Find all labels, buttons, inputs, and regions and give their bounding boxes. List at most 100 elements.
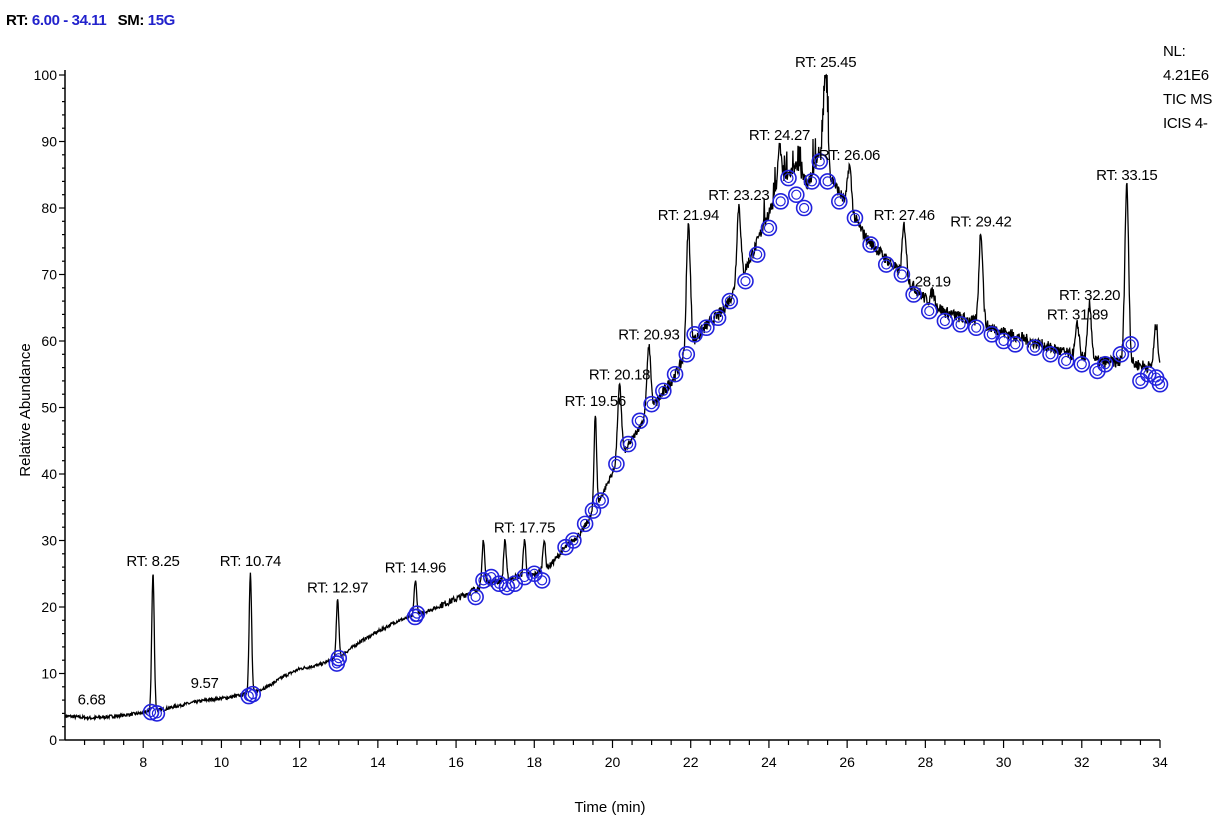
peak-marker-inner (1010, 339, 1021, 350)
peak-marker-inner (908, 289, 919, 300)
peak-marker-inner (537, 575, 548, 586)
peak-marker-inner (712, 312, 724, 323)
y-axis-title: Relative Abundance (17, 343, 34, 476)
peak-marker-inner (331, 658, 342, 669)
peak-marker-inner (1045, 349, 1056, 360)
peak-marker-inner (1029, 342, 1040, 353)
peak-marker (967, 319, 985, 337)
peak-marker (1007, 336, 1024, 353)
peak-marker-inner (896, 269, 907, 280)
peak-marker (498, 578, 516, 596)
peak-marker (1042, 345, 1059, 363)
peak-marker (142, 703, 160, 721)
x-tick-label: 8 (139, 754, 147, 770)
peak-marker (788, 186, 805, 203)
peak-marker-inner (1154, 379, 1166, 390)
range-header: RT: 6.00 - 34.11 SM: 15G (6, 12, 175, 29)
rt-range: 6.00 - 34.11 (31, 12, 107, 29)
peak-marker-inner (763, 222, 775, 234)
peak-label: RT: 27.46 (874, 207, 935, 224)
peak-marker-inner (724, 296, 735, 307)
x-tick-label: 12 (292, 754, 308, 770)
peak-marker (592, 492, 610, 509)
peak-marker (893, 266, 911, 283)
nl-label: NL: (1163, 43, 1186, 60)
y-tick-label: 20 (41, 599, 57, 615)
peak-label: RT: 10.74 (220, 553, 281, 570)
peak-label: RT: 29.42 (950, 214, 1011, 231)
x-tick-label: 26 (839, 754, 855, 770)
peak-marker (780, 169, 797, 187)
peak-marker (905, 286, 922, 303)
peak-marker (1112, 345, 1130, 363)
peak-markers (142, 153, 1169, 722)
peak-marker (516, 568, 533, 586)
y-tick-label: 60 (41, 333, 57, 349)
y-tick-label: 100 (34, 67, 58, 83)
axes: 8 10 12 14 16 18 20 22 24 26 28 30 32 34 0 10 20 30 40 50 60… (34, 67, 1168, 770)
peak-label: RT: 33.15 (1096, 167, 1157, 184)
peak-marker-inner (509, 578, 520, 589)
y-tick-label: 70 (41, 267, 57, 283)
y-tick-label: 30 (41, 533, 57, 549)
sm-value: 15G (147, 12, 176, 29)
peak-marker (475, 572, 492, 589)
peak-marker-inner (689, 329, 700, 340)
peak-marker (772, 193, 789, 210)
peak-marker (619, 435, 637, 453)
peak-marker (877, 256, 895, 273)
peak-marker-inner (822, 176, 833, 187)
peak-label: RT: 17.75 (494, 520, 555, 537)
y-tick-label: 0 (49, 732, 57, 748)
peak-marker-inner (783, 172, 794, 184)
peak-marker (148, 705, 166, 722)
x-tick-label: 18 (526, 754, 542, 770)
x-tick-label: 32 (1074, 754, 1090, 770)
peak-marker (1151, 375, 1169, 393)
peak-marker (936, 312, 954, 330)
peak-marker-inner (1115, 349, 1126, 360)
peak-label: RT: 32.20 (1059, 287, 1120, 304)
x-tick-label: 16 (448, 754, 464, 770)
x-tick-label: 28 (918, 754, 934, 770)
peak-label: 9.57 (191, 675, 219, 692)
peak-marker (748, 246, 766, 263)
peak-marker-inner (986, 329, 997, 340)
peak-label: RT: 21.94 (658, 207, 719, 224)
peak-marker (1057, 352, 1075, 370)
peak-marker-inner (1100, 359, 1111, 370)
sm-key: SM: (117, 12, 145, 29)
peak-marker-inner (568, 535, 579, 546)
peak-label: RT: 12.97 (307, 579, 368, 596)
peak-marker-inner (924, 305, 935, 317)
peak-marker-inner (955, 319, 966, 330)
peak-label: RT: 24.27 (749, 127, 810, 144)
peak-marker-inner (646, 399, 657, 410)
peak-marker-inner (740, 276, 751, 287)
peak-marker (995, 332, 1012, 350)
peak-marker-inner (681, 349, 692, 360)
x-tick-label: 20 (605, 754, 621, 770)
x-axis-title: Time (min) (574, 799, 645, 816)
detector-info: ICIS 4- (1163, 115, 1208, 132)
peak-marker-inner (806, 176, 818, 187)
peak-marker-inner (775, 196, 786, 207)
peak-marker-inner (865, 239, 876, 250)
peak-marker-inner (814, 156, 825, 167)
peak-marker-inner (701, 322, 712, 333)
tic-trace-line (64, 73, 1161, 722)
peak-marker (862, 236, 879, 253)
peak-marker-inner (1061, 355, 1072, 367)
peak-marker (1122, 336, 1139, 353)
peak-marker (533, 572, 551, 589)
peak-marker-inner (971, 322, 982, 333)
peak-label: RT: 19.56 (565, 393, 626, 410)
rt-key: RT: (6, 12, 29, 29)
y-tick-label: 50 (41, 400, 57, 416)
peak-marker-inner (752, 249, 763, 260)
peak-marker-inner (151, 708, 163, 719)
y-tick-label: 90 (41, 134, 57, 150)
peak-label: RT: 26.06 (819, 147, 880, 164)
peak-label: RT: 31.89 (1047, 307, 1108, 324)
